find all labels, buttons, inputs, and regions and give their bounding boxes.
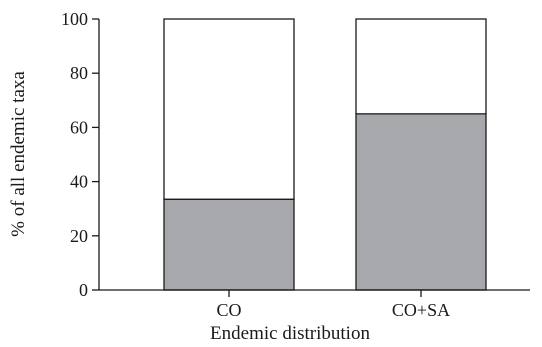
y-tick-label-20: 20 [70,226,88,246]
bar-lower-segment-2 [355,113,487,291]
bar-upper-segment-2 [355,18,487,115]
y-tick-label-60: 60 [70,117,88,137]
y-tick-label-40: 40 [70,172,88,192]
x-tick-label-2: CO+SA [392,300,450,320]
y-tick-label-0: 0 [79,280,88,300]
x-tick-label-1: CO [216,300,241,320]
bar-upper-segment-1 [163,18,295,200]
bars-group [163,18,487,291]
y-axis-title: % of all endemic taxa [8,71,29,237]
y-tick-label-80: 80 [70,63,88,83]
y-tick-label-100: 100 [61,9,88,29]
axes-group: 0 20 40 60 80 100 CO CO+SA [61,9,530,320]
bar-lower-segment-1 [163,198,295,291]
x-axis-title: Endemic distribution [210,323,370,344]
